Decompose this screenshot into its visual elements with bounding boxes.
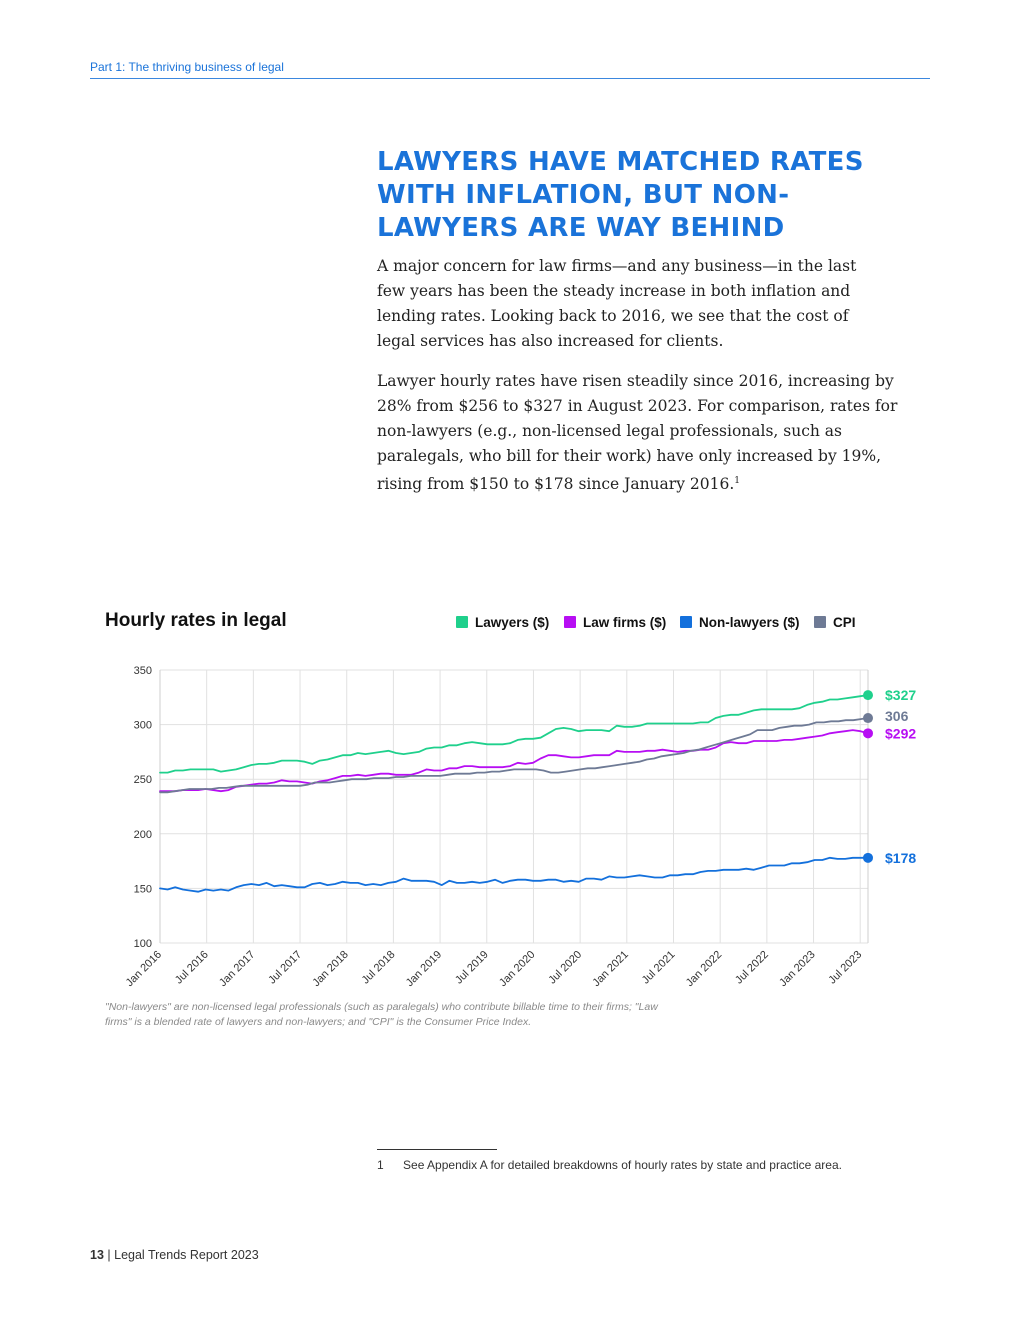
article-paragraph-2: Lawyer hourly rates have risen steadily … [377,369,922,497]
x-tick-label: Jan 2016 [124,949,164,989]
y-tick-label: 100 [134,938,152,950]
footnote: 1 See Appendix A for detailed breakdowns… [377,1158,842,1172]
legend-swatch-law-firms [564,616,576,628]
series-line-non-lawyers [159,856,869,893]
x-tick-label: Jan 2017 [217,949,257,989]
series-end-dot-law-firms [863,728,873,739]
x-tick-label: Jan 2018 [310,949,350,989]
x-tick-label: Jul 2023 [826,949,864,987]
chart-title: Hourly rates in legal [105,610,287,631]
chart-caption: "Non-lawyers" are non-licensed legal pro… [105,1001,658,1028]
legend-swatch-non-lawyers [680,616,692,628]
header-rule [90,78,930,79]
legend-label-cpi: CPI [833,614,856,630]
legend-item-lawyers: Lawyers ($) [456,612,549,632]
report-name: Legal Trends Report 2023 [114,1248,259,1262]
legend-item-non-lawyers: Non-lawyers ($) [680,612,800,632]
y-tick-label: 300 [134,720,152,732]
x-tick-label: Jul 2016 [173,949,211,987]
x-tick-label: Jan 2020 [497,949,537,989]
y-tick-label: 150 [134,883,152,895]
x-tick-label: Jul 2020 [546,949,584,987]
legend-swatch-cpi [814,616,826,628]
article-paragraph-2-text: Lawyer hourly rates have risen steadily … [377,372,898,494]
y-tick-label: 350 [134,665,152,677]
series-line-law-firms [159,729,869,793]
x-tick-label: Jul 2017 [266,949,304,987]
x-tick-label: Jan 2021 [590,949,630,989]
x-tick-label: Jul 2018 [360,949,398,987]
legend-item-cpi: CPI [814,612,856,632]
series-end-label-cpi: 306 [885,708,909,724]
x-tick-label: Jan 2023 [777,949,817,989]
x-tick-label: Jul 2021 [640,949,678,987]
series-end-label-law-firms: $292 [885,725,916,741]
footnote-rule [377,1149,497,1150]
legend-label-lawyers: Lawyers ($) [475,614,550,630]
footnote-text: See Appendix A for detailed breakdowns o… [403,1158,842,1172]
footer-separator: | [107,1248,111,1262]
legend-label-law-firms: Law firms ($) [583,614,667,630]
legend-swatch-lawyers [456,616,468,628]
y-tick-label: 200 [134,829,152,841]
series-end-label-non-lawyers: $178 [885,850,916,866]
footnote-reference[interactable]: 1 [734,476,740,486]
series-line-lawyers [159,694,869,774]
series-line-cpi [159,717,869,794]
x-tick-label: Jan 2022 [684,949,724,989]
article-title: LAWYERS HAVE MATCHED RATES WITH INFLATIO… [377,147,864,243]
y-tick-label: 250 [134,774,152,786]
article-paragraph-1: A major concern for law firms—and any bu… [377,257,857,350]
legend-item-law-firms: Law firms ($) [564,612,666,632]
chart-series [159,690,873,893]
series-end-dot-cpi [863,713,873,724]
series-end-dot-non-lawyers [863,852,873,863]
legend-label-non-lawyers: Non-lawyers ($) [699,614,800,630]
section-header-label: Part 1: The thriving business of legal [90,60,284,74]
series-end-label-lawyers: $327 [885,687,916,703]
x-tick-label: Jul 2022 [733,949,771,987]
footnote-number: 1 [377,1158,384,1172]
page-number: 13 [90,1248,104,1262]
page-footer: 13 | Legal Trends Report 2023 [90,1248,259,1262]
chart-grid [159,669,869,944]
chart-end-labels: $327 $292 $178 306 [885,687,916,866]
series-end-dot-lawyers [863,690,873,701]
x-tick-label: Jul 2019 [453,949,491,987]
x-tick-label: Jan 2019 [404,949,444,989]
